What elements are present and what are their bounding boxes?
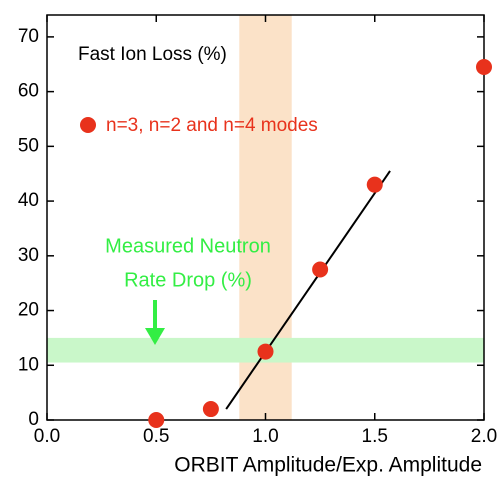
x-tick-label: 1.5 (362, 426, 388, 447)
point (366, 176, 383, 193)
point (202, 401, 219, 418)
y-tick-label: 0 (28, 409, 39, 430)
point (148, 412, 165, 428)
arrow-head (145, 328, 165, 345)
annotation: Measured Neutron (105, 235, 271, 257)
y-tick-label: 20 (18, 300, 39, 321)
x-axis-label: ORBIT Amplitude/Exp. Amplitude (174, 454, 482, 477)
y-tick-label: 50 (18, 135, 39, 156)
point (257, 343, 274, 360)
x-tick-label: 0.5 (143, 426, 169, 447)
y-tick-label: 40 (18, 190, 39, 211)
x-tick-label: 1.0 (252, 426, 278, 447)
y-tick-label: 10 (18, 354, 39, 375)
legend-label: n=3, n=2 and n=4 modes (106, 115, 318, 136)
annotation: Rate Drop (%) (124, 269, 252, 291)
y-tick-label: 70 (18, 26, 39, 47)
point (476, 58, 492, 75)
point (312, 261, 329, 278)
y-tick-label: 30 (18, 245, 39, 266)
annotation: Fast Ion Loss (%) (78, 44, 227, 65)
fit-line (225, 170, 391, 410)
x-tick-label: 0.0 (34, 426, 60, 447)
legend-marker (80, 117, 96, 133)
y-tick-label: 60 (18, 81, 39, 102)
x-tick-label: 2.0 (471, 426, 497, 447)
